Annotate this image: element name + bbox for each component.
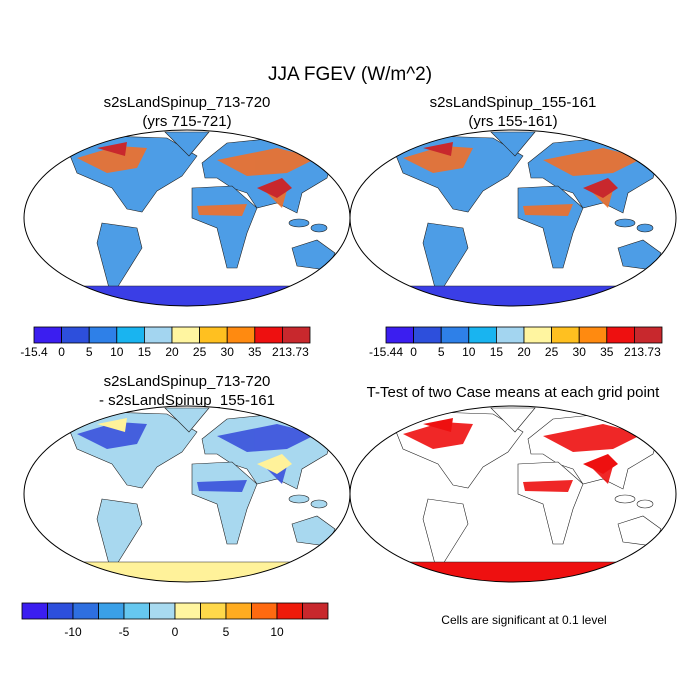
colorbar-box: [551, 326, 580, 344]
colorbar-label: 10: [270, 625, 284, 639]
map-outline: [349, 129, 677, 307]
colorbar-label: 0: [410, 345, 417, 359]
colorbar-label: 35: [600, 345, 614, 359]
antarctica: [382, 285, 654, 306]
colorbar-box: [225, 602, 252, 620]
colorbar-label: 5: [438, 345, 445, 359]
colorbar-label: -5: [119, 625, 130, 639]
colorbar-box: [199, 326, 228, 344]
colorbar-box: [254, 326, 283, 344]
antarctica: [56, 285, 328, 306]
panel-title: (yrs 715-721): [142, 113, 231, 130]
colorbar-box: [578, 326, 608, 344]
colorbar-label: 10: [462, 345, 476, 359]
colorbar-label: 20: [517, 345, 531, 359]
hot-core: [423, 142, 618, 198]
colorbar-label: 213.73: [272, 345, 309, 359]
colorbar-box: [251, 602, 278, 620]
colorbar-label: -15.4: [20, 345, 48, 359]
colorbar-label: -15.44: [369, 345, 403, 359]
colorbar-label: 25: [545, 345, 559, 359]
colorbar-box: [606, 326, 635, 344]
colorbar-box: [468, 326, 497, 344]
colorbar-label: -10: [64, 625, 82, 639]
panel-title: - s2sLandSpinup_155-161: [99, 392, 275, 409]
map-outline: [349, 405, 677, 583]
figure-title: JJA FGEV (W/m^2): [268, 64, 432, 85]
colorbar-box: [634, 326, 663, 344]
colorbar-box: [302, 602, 329, 620]
map-body: [350, 130, 676, 306]
colorbar-box: [385, 326, 415, 344]
colorbar-label: 213.73: [624, 345, 661, 359]
colorbar-label: 35: [248, 345, 262, 359]
colorbar-box: [200, 602, 227, 620]
panel-title: T-Test of two Case means at each grid po…: [367, 384, 660, 401]
colorbar-label: 0: [172, 625, 179, 639]
antarctica: [382, 561, 654, 582]
colorbar-box: [149, 602, 176, 620]
colorbar-box: [281, 326, 311, 344]
colorbar-box: [72, 602, 99, 620]
colorbar-label: 5: [86, 345, 93, 359]
colorbar-box: [21, 602, 48, 620]
map-body: [24, 130, 350, 306]
colorbar-box: [33, 326, 63, 344]
map: [349, 405, 677, 583]
colorbar-box: [123, 602, 150, 620]
map-body: [24, 406, 350, 582]
map: [349, 129, 677, 307]
colorbar-box: [440, 326, 470, 344]
colorbar-box: [88, 326, 118, 344]
colorbar-box: [47, 602, 74, 620]
colorbar-box: [523, 326, 553, 344]
colorbar-box: [276, 602, 303, 620]
colorbar-label: 5: [223, 625, 230, 639]
colorbar-label: 15: [138, 345, 152, 359]
colorbar-box: [174, 602, 201, 620]
colorbar-box: [61, 326, 90, 344]
colorbar-box: [116, 326, 145, 344]
hot-core: [97, 418, 292, 474]
colorbar-label: 30: [573, 345, 587, 359]
colorbar-box: [143, 326, 173, 344]
colorbar-box: [171, 326, 201, 344]
panel-title: s2sLandSpinup_713-720: [104, 94, 271, 111]
colorbar-label: 15: [490, 345, 504, 359]
map: [23, 129, 351, 307]
colorbar-label: 30: [221, 345, 235, 359]
antarctica: [56, 561, 328, 582]
colorbar-box: [98, 602, 125, 620]
hot-core: [423, 418, 618, 474]
colorbar-box: [495, 326, 525, 344]
panel-title: s2sLandSpinup_713-720: [104, 373, 271, 390]
colorbar-label: 20: [165, 345, 179, 359]
colorbar-box: [226, 326, 256, 344]
map: [23, 405, 351, 583]
hot-core: [97, 142, 292, 198]
colorbar-label: 10: [110, 345, 124, 359]
panel-title: s2sLandSpinup_155-161: [430, 94, 597, 111]
colorbar-label: 0: [58, 345, 65, 359]
map-body: [350, 406, 676, 582]
colorbar-label: 25: [193, 345, 207, 359]
footnote: Cells are significant at 0.1 level: [441, 613, 606, 627]
colorbar-box: [413, 326, 442, 344]
panel-title: (yrs 155-161): [468, 113, 557, 130]
